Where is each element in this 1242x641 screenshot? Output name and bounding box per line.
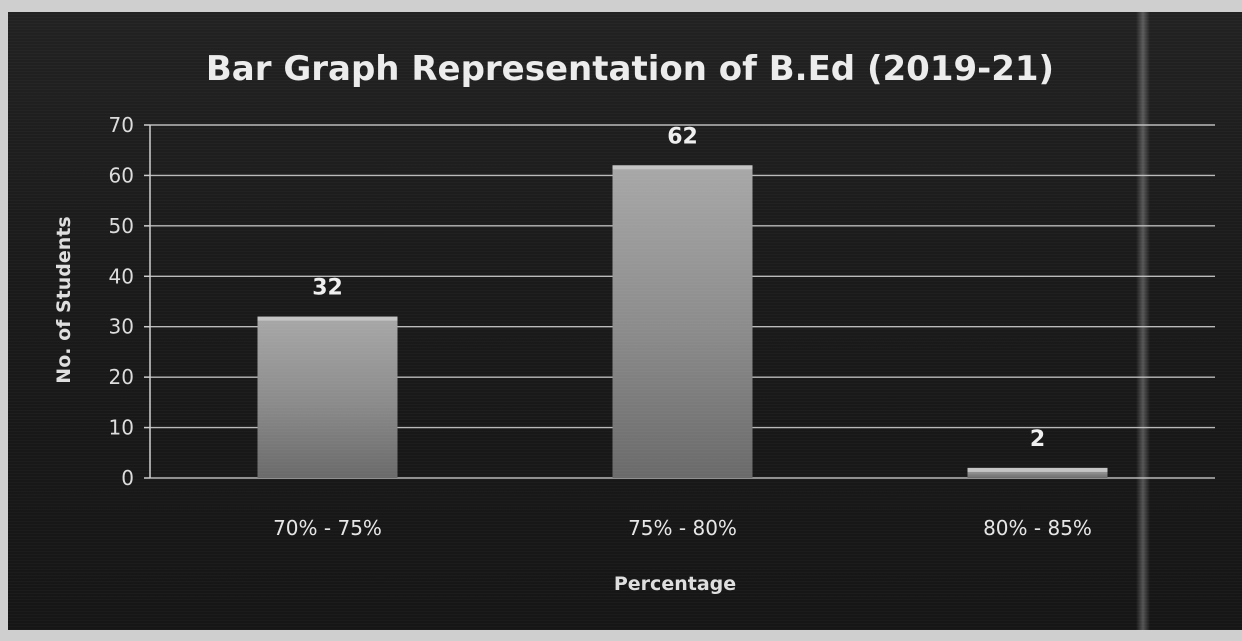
y-tick-label: 70 (109, 113, 134, 137)
y-tick-label: 40 (109, 264, 134, 288)
chart-frame: Bar Graph Representation of B.Ed (2019-2… (8, 12, 1242, 630)
x-tick-label: 75% - 80% (628, 516, 737, 540)
y-tick-label: 10 (109, 416, 134, 440)
bar-top-edge (257, 316, 398, 321)
y-tick-label: 20 (109, 365, 134, 389)
bar-chart: Bar Graph Representation of B.Ed (2019-2… (53, 49, 1215, 595)
y-axis-ticks: 0 10 20 30 40 50 60 70 (109, 113, 150, 490)
data-label: 2 (1030, 427, 1045, 452)
bar-top-edge (967, 467, 1108, 472)
data-label: 32 (312, 276, 343, 301)
y-axis-title: No. of Students (53, 216, 75, 383)
bar (967, 467, 1108, 478)
bars: 32 62 2 (257, 124, 1108, 479)
bar (257, 316, 398, 478)
bar-top-edge (612, 165, 753, 170)
y-tick-label: 60 (109, 163, 134, 187)
data-label: 62 (667, 124, 698, 149)
y-tick-label: 0 (121, 466, 134, 490)
y-tick-label: 50 (109, 214, 134, 238)
y-tick-label: 30 (109, 315, 134, 339)
chart-title: Bar Graph Representation of B.Ed (2019-2… (206, 49, 1054, 89)
bar (612, 165, 753, 479)
x-axis-ticks: 70% - 75% 75% - 80% 80% - 85% (273, 516, 1092, 540)
x-axis-title: Percentage (614, 573, 736, 595)
x-tick-label: 80% - 85% (983, 516, 1092, 540)
x-tick-label: 70% - 75% (273, 516, 382, 540)
